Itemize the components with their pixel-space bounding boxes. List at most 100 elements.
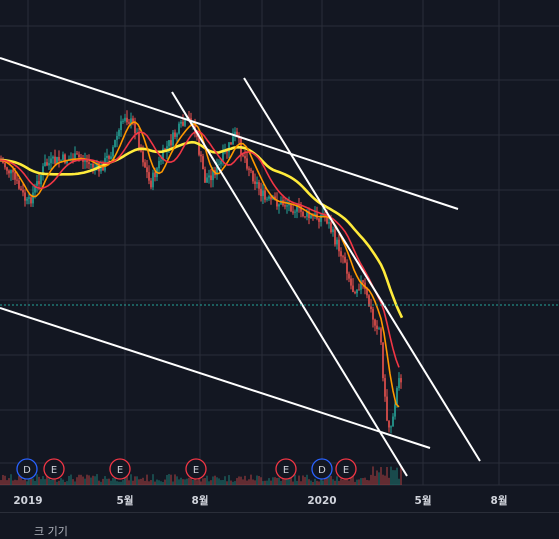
candle <box>236 131 238 137</box>
volume-bar <box>40 479 42 485</box>
candle <box>74 153 76 162</box>
volume-bar <box>292 481 294 485</box>
candle <box>16 179 18 181</box>
volume-bar <box>76 477 78 485</box>
chart-grid <box>0 0 559 486</box>
candle <box>14 172 16 180</box>
volume-bar <box>364 477 366 485</box>
volume-bar <box>366 479 368 485</box>
candle <box>174 132 176 137</box>
volume-bar <box>262 481 264 485</box>
volume-bar <box>388 477 390 485</box>
volume-bar <box>282 475 284 485</box>
candle <box>266 198 268 200</box>
candle <box>288 203 290 206</box>
volume-bar <box>150 480 152 485</box>
volume-bar <box>4 475 6 485</box>
volume-bar <box>140 478 142 485</box>
candle <box>108 155 110 159</box>
volume-bar <box>276 477 278 485</box>
volume-bar <box>290 476 292 485</box>
volume-bar <box>176 476 178 485</box>
volume-bar <box>200 481 202 485</box>
candle <box>322 214 324 216</box>
volume-bar <box>358 479 360 485</box>
candle <box>10 169 12 174</box>
volume-bar <box>52 476 54 485</box>
volume-bar <box>84 478 86 485</box>
candle <box>380 328 382 343</box>
volume-bar <box>342 479 344 485</box>
volume-bar <box>174 474 176 485</box>
candle <box>158 160 160 169</box>
candle <box>94 167 96 169</box>
candle <box>102 164 104 171</box>
volume-bar <box>78 474 80 485</box>
candle <box>30 197 32 204</box>
candle <box>298 204 300 207</box>
candle <box>120 121 122 131</box>
volume-bar <box>44 479 46 485</box>
volume-bar <box>240 476 242 485</box>
volume-bar <box>334 480 336 485</box>
candle <box>110 156 112 159</box>
volume-bar <box>328 474 330 485</box>
volume-bar <box>170 474 172 485</box>
marker-circle <box>311 458 333 480</box>
candle <box>130 118 132 124</box>
candle <box>334 229 336 245</box>
candle <box>382 342 384 379</box>
candle <box>70 158 72 160</box>
candle <box>354 292 356 294</box>
volume-bar <box>394 470 396 485</box>
candle <box>142 151 144 163</box>
candle <box>198 137 200 155</box>
trendlines[interactable] <box>0 57 481 477</box>
candle <box>106 155 108 158</box>
volume-bar <box>96 474 98 485</box>
earnings-marker: E <box>109 458 131 480</box>
ma-line-red <box>0 130 400 368</box>
candle <box>286 205 288 207</box>
candle <box>264 190 266 200</box>
volume-bar <box>30 478 32 485</box>
volume-bar <box>104 476 106 485</box>
volume-bar <box>36 474 38 485</box>
candle <box>180 121 182 124</box>
volume-bar <box>332 479 334 485</box>
candle <box>40 175 42 185</box>
volume-bar <box>370 474 372 485</box>
candle <box>184 118 186 126</box>
candle <box>56 157 58 164</box>
volume-bar <box>54 475 56 485</box>
candle <box>206 177 208 183</box>
candle <box>358 289 360 291</box>
volume-bar <box>158 480 160 485</box>
volume-bar <box>396 467 398 485</box>
earnings-marker: E <box>185 458 207 480</box>
volume-bar <box>368 480 370 485</box>
price-chart[interactable]: D E E E E D E 2019 5월 8월 2020 5월 8월 <box>0 0 559 512</box>
candle <box>308 211 310 218</box>
candle <box>144 162 146 168</box>
trendline <box>243 77 481 462</box>
candle <box>86 160 88 163</box>
candle <box>284 205 286 207</box>
candle <box>304 216 306 218</box>
candle <box>400 378 402 383</box>
candle <box>78 154 80 158</box>
footer-label: 크 기기 <box>34 525 68 538</box>
volume-bar <box>202 478 204 485</box>
volume-bar <box>300 481 302 485</box>
candle <box>276 199 278 207</box>
volume-bar <box>206 475 208 485</box>
volume-bar <box>48 478 50 485</box>
candle <box>390 426 392 428</box>
candle <box>50 158 52 164</box>
volume-bar <box>34 480 36 485</box>
candle <box>12 169 14 173</box>
volume-bar <box>318 481 320 485</box>
candle <box>52 156 54 159</box>
volume-bar <box>120 481 122 485</box>
